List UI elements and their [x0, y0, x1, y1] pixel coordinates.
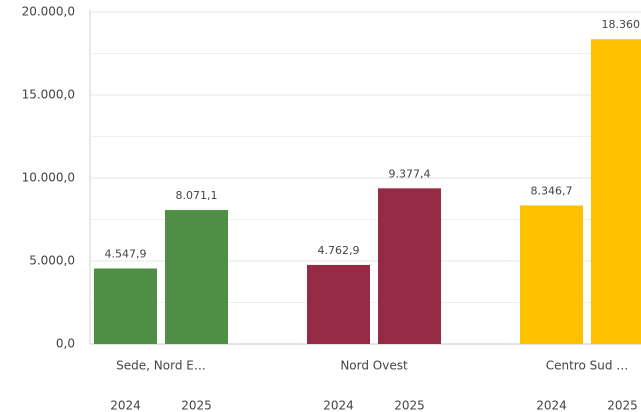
bar	[165, 210, 228, 344]
x-sub-label: 2025	[181, 399, 212, 412]
x-sub-label: 2025	[607, 399, 638, 412]
bar	[591, 39, 641, 344]
x-category-label: Nord Ovest	[340, 359, 408, 373]
y-tick-label: 5.000,0	[29, 254, 75, 268]
bar	[307, 264, 370, 344]
bar	[94, 268, 157, 344]
y-tick-label: 20.000,0	[22, 5, 75, 19]
data-label: 8.346,7	[531, 184, 573, 197]
y-tick-label: 15.000,0	[22, 88, 75, 102]
x-sub-label: 2024	[536, 399, 567, 412]
x-sub-label: 2025	[394, 399, 425, 412]
x-sub-label: 2024	[323, 399, 354, 412]
x-category-label: Centro Sud …	[546, 359, 629, 373]
data-label: 18.360,	[602, 18, 641, 31]
data-label: 9.377,4	[389, 167, 431, 180]
y-tick-label: 0,0	[56, 337, 75, 351]
data-label: 8.071,1	[176, 189, 218, 202]
data-label: 4.762,9	[318, 244, 360, 257]
bar	[520, 205, 583, 344]
x-sub-label: 2024	[110, 399, 141, 412]
y-tick-label: 10.000,0	[22, 171, 75, 185]
data-label: 4.547,9	[105, 248, 147, 261]
bar	[378, 188, 441, 344]
x-category-label: Sede, Nord E…	[116, 359, 206, 373]
